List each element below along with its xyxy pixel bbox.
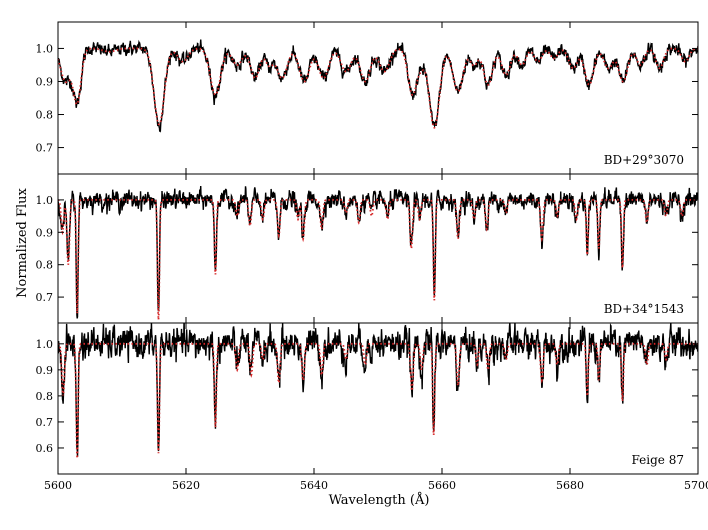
- model-spectrum-line: [58, 199, 698, 320]
- panel-3: 0.6 0.7 0.8 0.9 1.0 Feige 87: [36, 322, 699, 475]
- y-tick-label: 0.7: [36, 416, 54, 429]
- model-spectrum-line: [58, 342, 698, 459]
- y-tick-label: 0.8: [36, 259, 54, 272]
- panel-star-label: Feige 87: [632, 453, 684, 467]
- y-axis-label: Normalized Flux: [15, 187, 30, 297]
- panel-frame: [57, 322, 699, 475]
- x-axis: 5600 5620 5640 5660 5680 5700: [44, 479, 708, 492]
- x-tick-label: 5660: [428, 479, 456, 492]
- y-tick-label: 1.0: [36, 194, 54, 207]
- model-spectrum-line: [58, 47, 698, 129]
- x-tick-label: 5640: [300, 479, 328, 492]
- panel-1: 0.7 0.8 0.9 1.0 BD+29°3070: [36, 21, 699, 175]
- y-tick-label: 0.8: [36, 109, 54, 122]
- panel-star-label: BD+34°1543: [604, 302, 684, 316]
- observed-spectrum-line: [58, 39, 698, 133]
- observed-spectrum-line: [58, 186, 698, 319]
- x-axis-label: Wavelength (Å): [329, 492, 430, 508]
- y-tick-label: 0.9: [36, 75, 54, 88]
- x-tick-label: 5680: [556, 479, 584, 492]
- observed-spectrum-line: [58, 323, 698, 457]
- panel-2: 0.7 0.8 0.9 1.0 BD+34°1543: [36, 173, 699, 324]
- y-tick-label: 0.9: [36, 364, 54, 377]
- y-tick-label: 0.9: [36, 226, 54, 239]
- y-tick-label: 1.0: [36, 42, 54, 55]
- panel-star-label: BD+29°3070: [604, 153, 684, 167]
- y-tick-label: 0.8: [36, 390, 54, 403]
- y-tick-label: 0.7: [36, 142, 54, 155]
- y-tick-label: 0.6: [36, 442, 54, 455]
- x-tick-label: 5600: [44, 479, 72, 492]
- y-tick-label: 1.0: [36, 338, 54, 351]
- x-tick-label: 5620: [172, 479, 200, 492]
- panels-group: 0.7 0.8 0.9 1.0 BD+29°3070 0.7 0.8 0.9 1.0 BD+34°…: [36, 21, 699, 475]
- x-tick-label: 5700: [684, 479, 708, 492]
- y-tick-label: 0.7: [36, 291, 54, 304]
